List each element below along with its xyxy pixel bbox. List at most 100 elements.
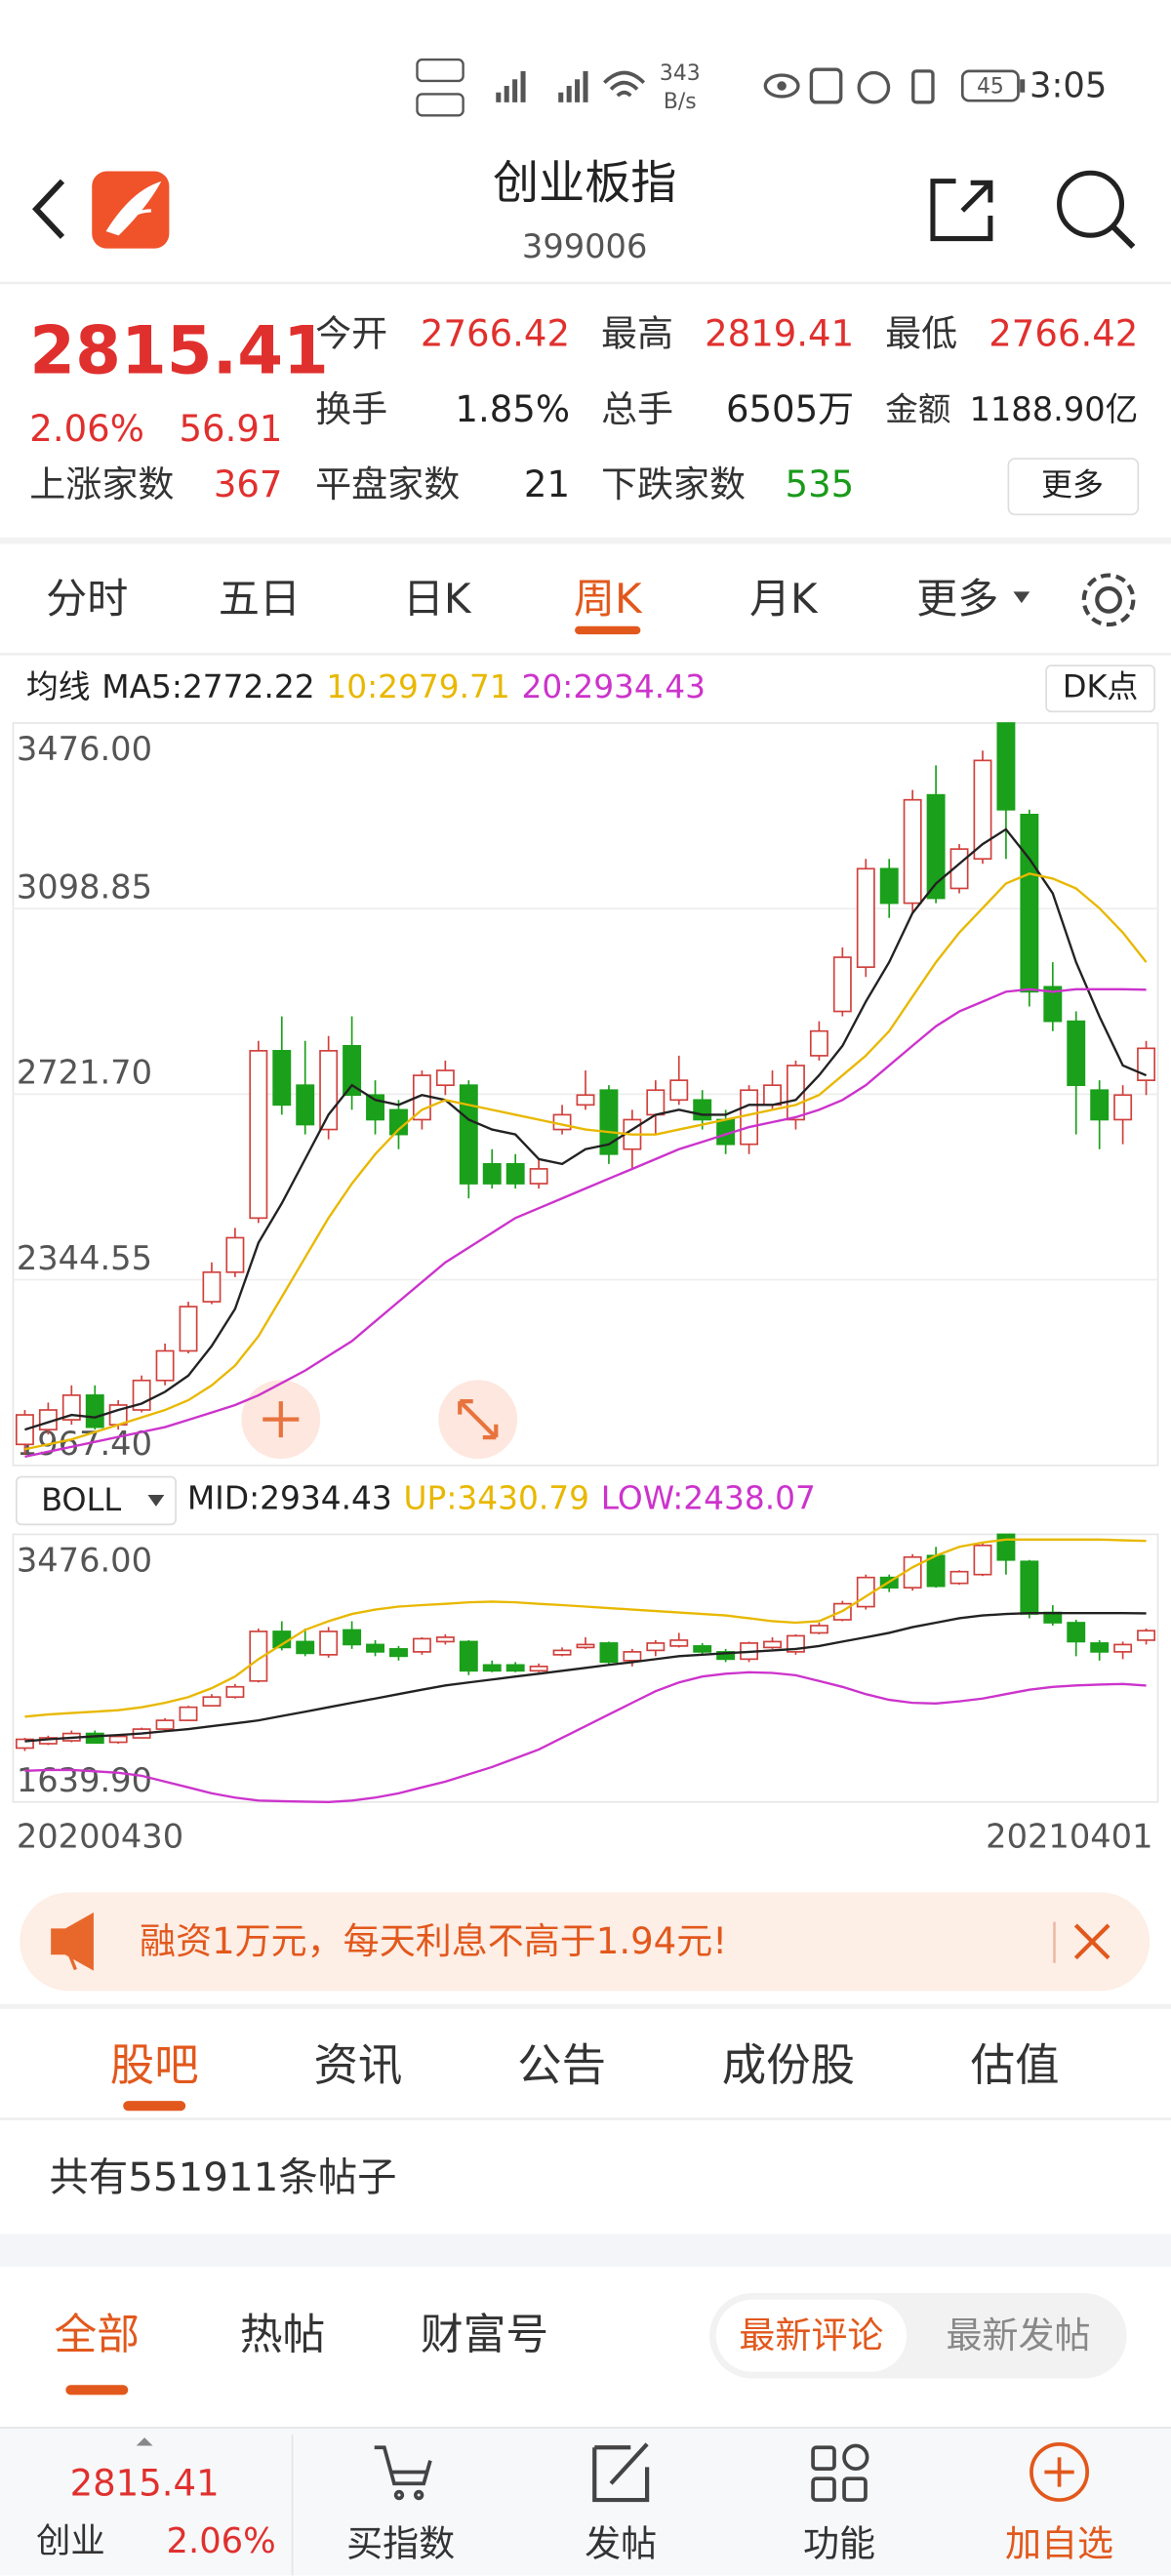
post-icon [592, 2442, 650, 2503]
candle-body [272, 1050, 292, 1107]
eye-icon [777, 81, 787, 91]
news-tab[interactable]: 估值 [971, 2039, 1060, 2091]
expand-button[interactable] [438, 1380, 518, 1460]
candle-body [389, 1648, 408, 1658]
network-speed-unit: B/s [664, 90, 697, 114]
megaphone-icon [51, 1912, 94, 1971]
candle-body [1137, 1630, 1156, 1641]
stat-label: 今开 [315, 312, 387, 354]
wifi-icon [603, 70, 646, 98]
x-tick-label: 20200430 [17, 1817, 183, 1855]
active-tab-indicator [65, 2385, 129, 2395]
indicator-line [24, 1670, 1147, 1803]
candle-body [202, 1270, 222, 1303]
news-tab[interactable]: 股吧 [110, 2039, 199, 2091]
indicator-line [24, 827, 1148, 1431]
alarm-icon [857, 70, 891, 104]
stat-value: 2766.42 [421, 312, 570, 354]
add-watch-icon [1030, 2442, 1090, 2502]
filter-tab[interactable]: 全部 [55, 2310, 141, 2359]
settings-button[interactable] [1081, 573, 1136, 627]
period-tab[interactable]: 分时 [46, 575, 128, 623]
sort-option[interactable]: 最新发帖 [946, 2314, 1090, 2356]
legend-title: 均线 [26, 668, 91, 705]
candle-body [179, 1306, 198, 1352]
period-tabs: 分时 五日 日K 周K 月K 更多 [0, 573, 1171, 656]
candle-body [879, 867, 899, 905]
candle-body [319, 1630, 339, 1656]
candle-body [225, 1236, 245, 1273]
period-tab[interactable]: 更多 [916, 575, 998, 623]
stat-label: 金额 [885, 390, 950, 428]
bottom-button[interactable]: 功能 [803, 2523, 875, 2565]
candle-body [15, 1738, 34, 1750]
filter-tabs: 全部 热帖 财富号 最新评论 最新发帖 [55, 2293, 1127, 2395]
indicator-dropdown[interactable] [15, 1475, 177, 1526]
candle-body [435, 1069, 455, 1087]
candle-body [529, 1665, 548, 1672]
legend-entry: MA5:2772.22 [101, 668, 314, 705]
candle-body [856, 867, 875, 968]
bottom-button[interactable]: 加自选 [1005, 2523, 1113, 2565]
stat-label: 平盘家数 [315, 463, 460, 505]
news-tab[interactable]: 公告 [517, 2039, 606, 2091]
candle-body [716, 1651, 736, 1661]
back-button[interactable] [31, 179, 65, 239]
candle-body [1137, 1047, 1156, 1081]
candle-body [926, 793, 946, 900]
candle-body [693, 1099, 712, 1121]
period-tab[interactable]: 周K [574, 575, 643, 623]
news-tabs: 共有551911条帖子 股吧 资讯 公告 成份股 估值 [0, 2039, 1171, 2268]
candle-body [599, 1089, 619, 1155]
period-tab[interactable]: 日K [403, 575, 472, 623]
candle-body [623, 1651, 642, 1662]
candle-body [809, 1625, 828, 1634]
share-button[interactable] [930, 179, 993, 242]
indicator-line [24, 872, 1148, 1451]
stat-value: 2766.42 [989, 312, 1138, 354]
sort-option[interactable]: 最新评论 [739, 2314, 883, 2356]
candle-body [669, 1079, 689, 1102]
candle-body [435, 1636, 455, 1643]
close-ad-button[interactable] [1073, 1923, 1110, 1960]
indicator-line [24, 1612, 1147, 1743]
candle-body [249, 1050, 268, 1220]
search-button[interactable] [1057, 170, 1125, 238]
news-tab[interactable]: 资讯 [313, 2039, 402, 2091]
header: 创业板指 399006 [0, 157, 1171, 285]
change-amount: 56.91 [180, 408, 283, 450]
bottom-button[interactable]: 发帖 [585, 2523, 657, 2565]
news-tab[interactable]: 成份股 [722, 2039, 855, 2091]
filter-tab[interactable]: 财富号 [421, 2310, 548, 2359]
index-title: 创业板指 [493, 157, 676, 211]
bottom-button[interactable]: 买指数 [346, 2523, 455, 2565]
candle-body [903, 1555, 922, 1589]
candle-body [61, 1394, 81, 1421]
filter-tab[interactable]: 热帖 [240, 2310, 326, 2359]
period-tab[interactable]: 五日 [219, 575, 301, 623]
ad-banner: 融资1万元，每天利息不高于1.94元! [0, 1892, 1171, 2009]
ad-text: 融资1万元，每天利息不高于1.94元! [140, 1920, 727, 1962]
candle-body [529, 1168, 548, 1185]
hd-icon [416, 58, 464, 83]
bottom-index-name: 创业 [36, 2521, 105, 2561]
period-tab[interactable]: 月K [749, 575, 819, 623]
candle-body [576, 1643, 595, 1649]
candle-body [85, 1732, 104, 1745]
dk-button[interactable] [1045, 664, 1156, 713]
more-button[interactable] [1007, 458, 1140, 516]
candle-body [296, 1084, 315, 1126]
candle-body [646, 1089, 666, 1116]
legend-entry: LOW:2438.07 [601, 1480, 816, 1517]
candle-body [108, 1735, 128, 1744]
candle-body [669, 1639, 689, 1647]
plot-frame [12, 1533, 1159, 1803]
candle-body [1067, 1020, 1086, 1087]
divider [0, 2003, 1171, 2009]
y-tick-label: 2721.70 [17, 1054, 152, 1092]
stat-value: 6505万 [726, 388, 854, 430]
add-button[interactable] [241, 1380, 321, 1460]
ad-background[interactable] [20, 1892, 1151, 1992]
candle-body [459, 1084, 478, 1185]
y-tick-label: 3098.85 [17, 868, 152, 906]
